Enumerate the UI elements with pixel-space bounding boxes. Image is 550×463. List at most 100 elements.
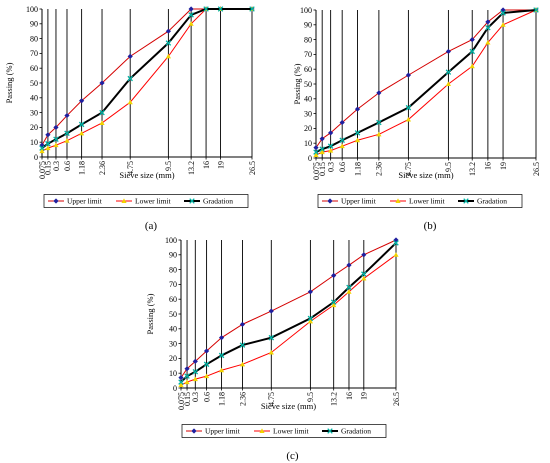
legend-label: Gradation xyxy=(477,197,507,206)
data-point-lower-limit xyxy=(361,275,367,281)
data-point-lower-limit xyxy=(268,349,274,355)
legend-label: Upper limit xyxy=(341,197,377,206)
x-tick-label: 19 xyxy=(499,162,508,170)
y-tick-label: 10 xyxy=(304,139,312,148)
data-point-gradation xyxy=(203,6,209,12)
x-tick-label: 0.075 xyxy=(312,162,321,180)
data-point-gradation xyxy=(376,119,382,126)
x-tick-label: 19 xyxy=(216,161,225,169)
legend-marker xyxy=(463,198,469,204)
y-tick-label: 30 xyxy=(30,108,38,117)
y-tick-label: 100 xyxy=(300,6,312,15)
y-tick-label: 30 xyxy=(304,109,312,118)
x-tick-label: 4.75 xyxy=(404,162,413,176)
data-point-upper-limit xyxy=(188,6,194,12)
data-point-gradation xyxy=(45,140,51,147)
data-point-lower-limit xyxy=(165,53,171,59)
data-point-gradation xyxy=(165,40,172,46)
data-point-gradation xyxy=(188,12,194,18)
y-tick-label: 20 xyxy=(304,124,312,133)
data-point-upper-limit xyxy=(469,37,475,43)
x-tick-label: 26.5 xyxy=(392,392,401,406)
y-tick-label: 10 xyxy=(30,138,38,147)
legend-marker xyxy=(327,428,333,434)
x-tick-label: 4.75 xyxy=(267,392,276,406)
y-tick-label: 0 xyxy=(34,153,38,162)
panel-caption: (c) xyxy=(286,450,299,462)
x-tick-label: 9.5 xyxy=(164,161,173,171)
y-tick-label: 70 xyxy=(30,49,38,58)
y-tick-label: 50 xyxy=(304,80,312,89)
data-point-lower-limit xyxy=(188,21,194,26)
x-tick-label: 0.3 xyxy=(52,161,61,171)
data-point-upper-limit xyxy=(354,106,361,112)
data-point-lower-limit xyxy=(354,137,361,143)
legend-marker xyxy=(53,198,59,204)
x-tick-label: 0.075 xyxy=(38,161,47,179)
data-point-lower-limit xyxy=(53,142,59,148)
legend-label: Gradation xyxy=(203,197,233,206)
x-tick-label: 2.36 xyxy=(98,161,107,175)
legend-label: Gradation xyxy=(341,427,371,436)
data-point-gradation xyxy=(445,69,452,75)
data-point-lower-limit xyxy=(39,148,45,154)
data-point-gradation xyxy=(192,368,199,375)
x-tick-label: 0.6 xyxy=(202,392,211,402)
data-point-gradation xyxy=(307,315,314,322)
data-point-gradation xyxy=(218,352,225,359)
y-tick-label: 70 xyxy=(304,50,312,59)
data-point-lower-limit xyxy=(45,145,51,151)
legend-label: Upper limit xyxy=(67,197,103,206)
legend-label: Lower limit xyxy=(135,197,172,206)
data-point-upper-limit xyxy=(45,132,51,138)
panel-caption: (b) xyxy=(424,220,437,232)
y-tick-label: 100 xyxy=(165,236,177,245)
legend-label: Lower limit xyxy=(409,197,446,206)
x-tick-label: 19 xyxy=(360,392,369,400)
x-tick-label: 9.5 xyxy=(444,162,453,172)
legend-marker xyxy=(327,198,333,204)
y-tick-label: 40 xyxy=(169,325,177,334)
data-point-gradation xyxy=(405,104,412,111)
data-point-upper-limit xyxy=(165,28,171,34)
data-point-upper-limit xyxy=(239,321,246,327)
x-tick-label: 26.5 xyxy=(248,161,257,175)
panel-caption: (a) xyxy=(145,220,158,232)
data-point-lower-limit xyxy=(469,63,475,69)
x-tick-label: 0.15 xyxy=(183,392,192,406)
x-tick-label: 1.18 xyxy=(353,162,362,176)
y-tick-label: 40 xyxy=(304,95,312,104)
y-tick-label: 60 xyxy=(169,295,177,304)
y-axis-title: Passing (%) xyxy=(145,293,155,334)
data-point-lower-limit xyxy=(184,379,190,385)
data-point-upper-limit xyxy=(307,289,313,295)
legend-marker xyxy=(259,428,265,433)
data-point-gradation xyxy=(178,379,184,385)
y-tick-label: 70 xyxy=(169,280,177,289)
data-point-upper-limit xyxy=(339,119,345,126)
legend: Upper limit Lower limit Gradation xyxy=(317,194,523,208)
data-point-lower-limit xyxy=(178,382,184,388)
data-point-lower-limit xyxy=(218,367,225,373)
data-point-upper-limit xyxy=(268,308,274,314)
data-point-lower-limit xyxy=(79,130,85,136)
data-point-upper-limit xyxy=(485,19,491,25)
data-point-gradation xyxy=(327,143,334,149)
x-tick-label: 2.36 xyxy=(238,392,247,406)
data-point-gradation xyxy=(533,7,539,13)
data-point-gradation xyxy=(249,6,255,12)
y-axis-title: Passing (%) xyxy=(4,62,14,103)
x-axis-title: Sieve size (mm) xyxy=(119,170,174,180)
x-tick-label: 1.18 xyxy=(77,161,86,175)
data-point-upper-limit xyxy=(192,358,198,364)
legend-label: Lower limit xyxy=(273,427,310,436)
data-point-gradation xyxy=(339,137,345,143)
x-tick-label: 0.15 xyxy=(318,162,327,176)
data-point-lower-limit xyxy=(331,302,337,308)
y-tick-label: 40 xyxy=(30,94,38,103)
x-axis-title: Sieve size (mm) xyxy=(261,401,316,411)
data-point-lower-limit xyxy=(339,143,345,149)
